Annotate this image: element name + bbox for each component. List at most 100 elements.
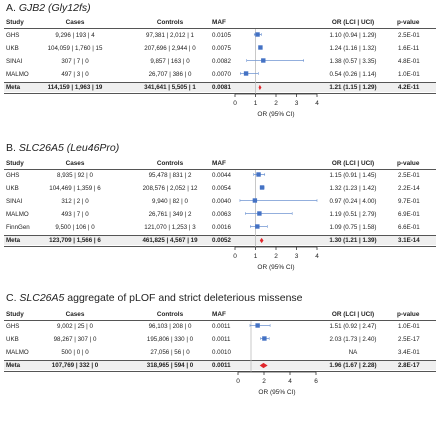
- meta-diamond: [258, 84, 262, 91]
- header-rule: [4, 169, 436, 170]
- maf-cell: 0.0044: [212, 172, 231, 179]
- panel-gene: GJB2 (Gly12fs): [18, 2, 91, 14]
- maf-cell: 0.0063: [212, 211, 231, 218]
- header-cases: Cases: [65, 160, 85, 167]
- header-study: Study: [6, 311, 24, 318]
- pvalue-cell: 9.7E-01: [398, 198, 420, 205]
- study-cell: UKB: [6, 185, 19, 192]
- maf-cell: 0.0011: [212, 323, 231, 330]
- study-cell: SINAI: [6, 198, 23, 205]
- study-cell: GHS: [6, 323, 20, 330]
- or-cell: 1.19 (0.51 | 2.79): [329, 211, 377, 218]
- controls-cell: 97,381 | 2,012 | 1: [146, 32, 194, 39]
- controls-cell: 27,056 | 56 | 0: [150, 349, 190, 356]
- x-tick-label: 1: [254, 100, 258, 107]
- or-cell: 1.10 (0.94 | 1.29): [329, 32, 377, 39]
- table-bottom-rule: [4, 246, 436, 247]
- maf-cell: 0.0016: [212, 224, 231, 231]
- panel-b: B. SLC26A5 (Leu46Pro) Study Cases Contro…: [0, 138, 440, 278]
- maf-cell: 0.0040: [212, 198, 231, 205]
- forest-plot: 0 1 2 3 4 OR (95% CI): [233, 170, 319, 271]
- x-tick-label: 4: [315, 100, 319, 107]
- pvalue-cell: 2.5E-01: [398, 172, 420, 179]
- maf-cell: 0.0010: [212, 349, 231, 356]
- header-rule: [4, 320, 436, 321]
- meta-band: [4, 236, 436, 245]
- header-or: OR (LCI | UCI): [331, 19, 375, 26]
- pvalue-cell: 6.6E-01: [398, 224, 420, 231]
- cases-cell: 497 | 3 | 0: [61, 71, 89, 78]
- maf-cell: 0.0052: [212, 237, 231, 244]
- pvalue-cell: 2.5E-01: [398, 32, 420, 39]
- header-maf: MAF: [212, 19, 226, 26]
- meta-band: [4, 361, 436, 370]
- cases-cell: 307 | 7 | 0: [61, 58, 89, 65]
- cases-cell: 104,469 | 1,359 | 6: [49, 185, 101, 192]
- or-cell: 1.15 (0.91 | 1.45): [329, 172, 377, 179]
- study-cell: Meta: [6, 362, 21, 369]
- pvalue-cell: 1.0E-01: [398, 323, 420, 330]
- pvalue-cell: 3.4E-01: [398, 349, 420, 356]
- or-cell: 1.09 (0.75 | 1.58): [329, 224, 377, 231]
- panel-suffix: aggregate of pLOF and strict deleterious…: [64, 292, 303, 304]
- panel-prefix: B.: [6, 142, 19, 154]
- cases-cell: 104,059 | 1,760 | 15: [47, 45, 103, 52]
- or-cell: 1.96 (1.67 | 2.28): [329, 362, 377, 369]
- pvalue-cell: 4.8E-01: [398, 58, 420, 65]
- x-tick-label: 6: [314, 378, 318, 385]
- study-cell: UKB: [6, 336, 19, 343]
- cases-cell: 500 | 0 | 0: [61, 349, 89, 356]
- study-cell: MALMO: [6, 71, 29, 78]
- x-tick-label: 3: [295, 253, 299, 260]
- or-cell: 0.97 (0.24 | 4.00): [329, 198, 377, 205]
- x-tick-label: 2: [274, 253, 278, 260]
- or-cell: 2.03 (1.73 | 2.40): [329, 336, 377, 343]
- header-maf: MAF: [212, 311, 226, 318]
- panel-prefix: A.: [6, 2, 19, 14]
- maf-cell: 0.0082: [212, 58, 231, 65]
- header-cases: Cases: [65, 311, 85, 318]
- header-pvalue: p-value: [397, 160, 420, 167]
- point-estimate: [258, 45, 263, 50]
- pvalue-cell: 2.8E-17: [398, 362, 420, 369]
- controls-cell: 26,761 | 349 | 2: [148, 211, 192, 218]
- header-controls: Controls: [156, 160, 184, 167]
- pvalue-cell: 6.9E-01: [398, 211, 420, 218]
- table-bottom-rule: [4, 371, 436, 372]
- header-controls: Controls: [156, 19, 184, 26]
- header-rule: [4, 28, 436, 29]
- panel-a: A. GJB2 (Gly12fs) Study Cases Controls M…: [0, 0, 440, 132]
- cases-cell: 114,159 | 1,963 | 19: [47, 84, 103, 91]
- meta-rule: [4, 360, 436, 361]
- x-tick-label: 4: [315, 253, 319, 260]
- header-or: OR (LCI | UCI): [331, 311, 375, 318]
- maf-cell: 0.0011: [212, 336, 231, 343]
- meta-diamond: [259, 362, 268, 369]
- or-cell: 1.32 (1.23 | 1.42): [329, 185, 377, 192]
- point-estimate: [255, 32, 260, 37]
- header-cases: Cases: [65, 19, 85, 26]
- table-bottom-rule: [4, 93, 436, 94]
- cases-cell: 123,709 | 1,566 | 6: [49, 237, 101, 244]
- panel-gene: SLC26A5: [19, 292, 65, 304]
- study-cell: GHS: [6, 172, 20, 179]
- header-study: Study: [6, 160, 24, 167]
- point-estimate: [259, 185, 265, 190]
- or-cell: 1.51 (0.92 | 2.47): [329, 323, 377, 330]
- point-estimate: [261, 58, 266, 63]
- or-cell: 1.21 (1.15 | 1.29): [329, 84, 377, 91]
- x-tick-label: 0: [233, 100, 237, 107]
- point-estimate: [255, 224, 260, 229]
- study-cell: UKB: [6, 45, 19, 52]
- cases-cell: 8,935 | 92 | 0: [57, 172, 93, 179]
- cases-cell: 9,002 | 25 | 0: [57, 323, 93, 330]
- controls-cell: 121,070 | 1,253 | 3: [144, 224, 196, 231]
- meta-diamond: [259, 237, 264, 244]
- study-cell: MALMO: [6, 211, 29, 218]
- x-tick-label: 0: [236, 378, 240, 385]
- study-cell: GHS: [6, 32, 20, 39]
- cases-cell: 9,500 | 106 | 0: [55, 224, 95, 231]
- controls-cell: 207,696 | 2,944 | 0: [144, 45, 196, 52]
- cases-cell: 98,267 | 307 | 0: [53, 336, 97, 343]
- panel-title: B. SLC26A5 (Leu46Pro): [6, 142, 119, 154]
